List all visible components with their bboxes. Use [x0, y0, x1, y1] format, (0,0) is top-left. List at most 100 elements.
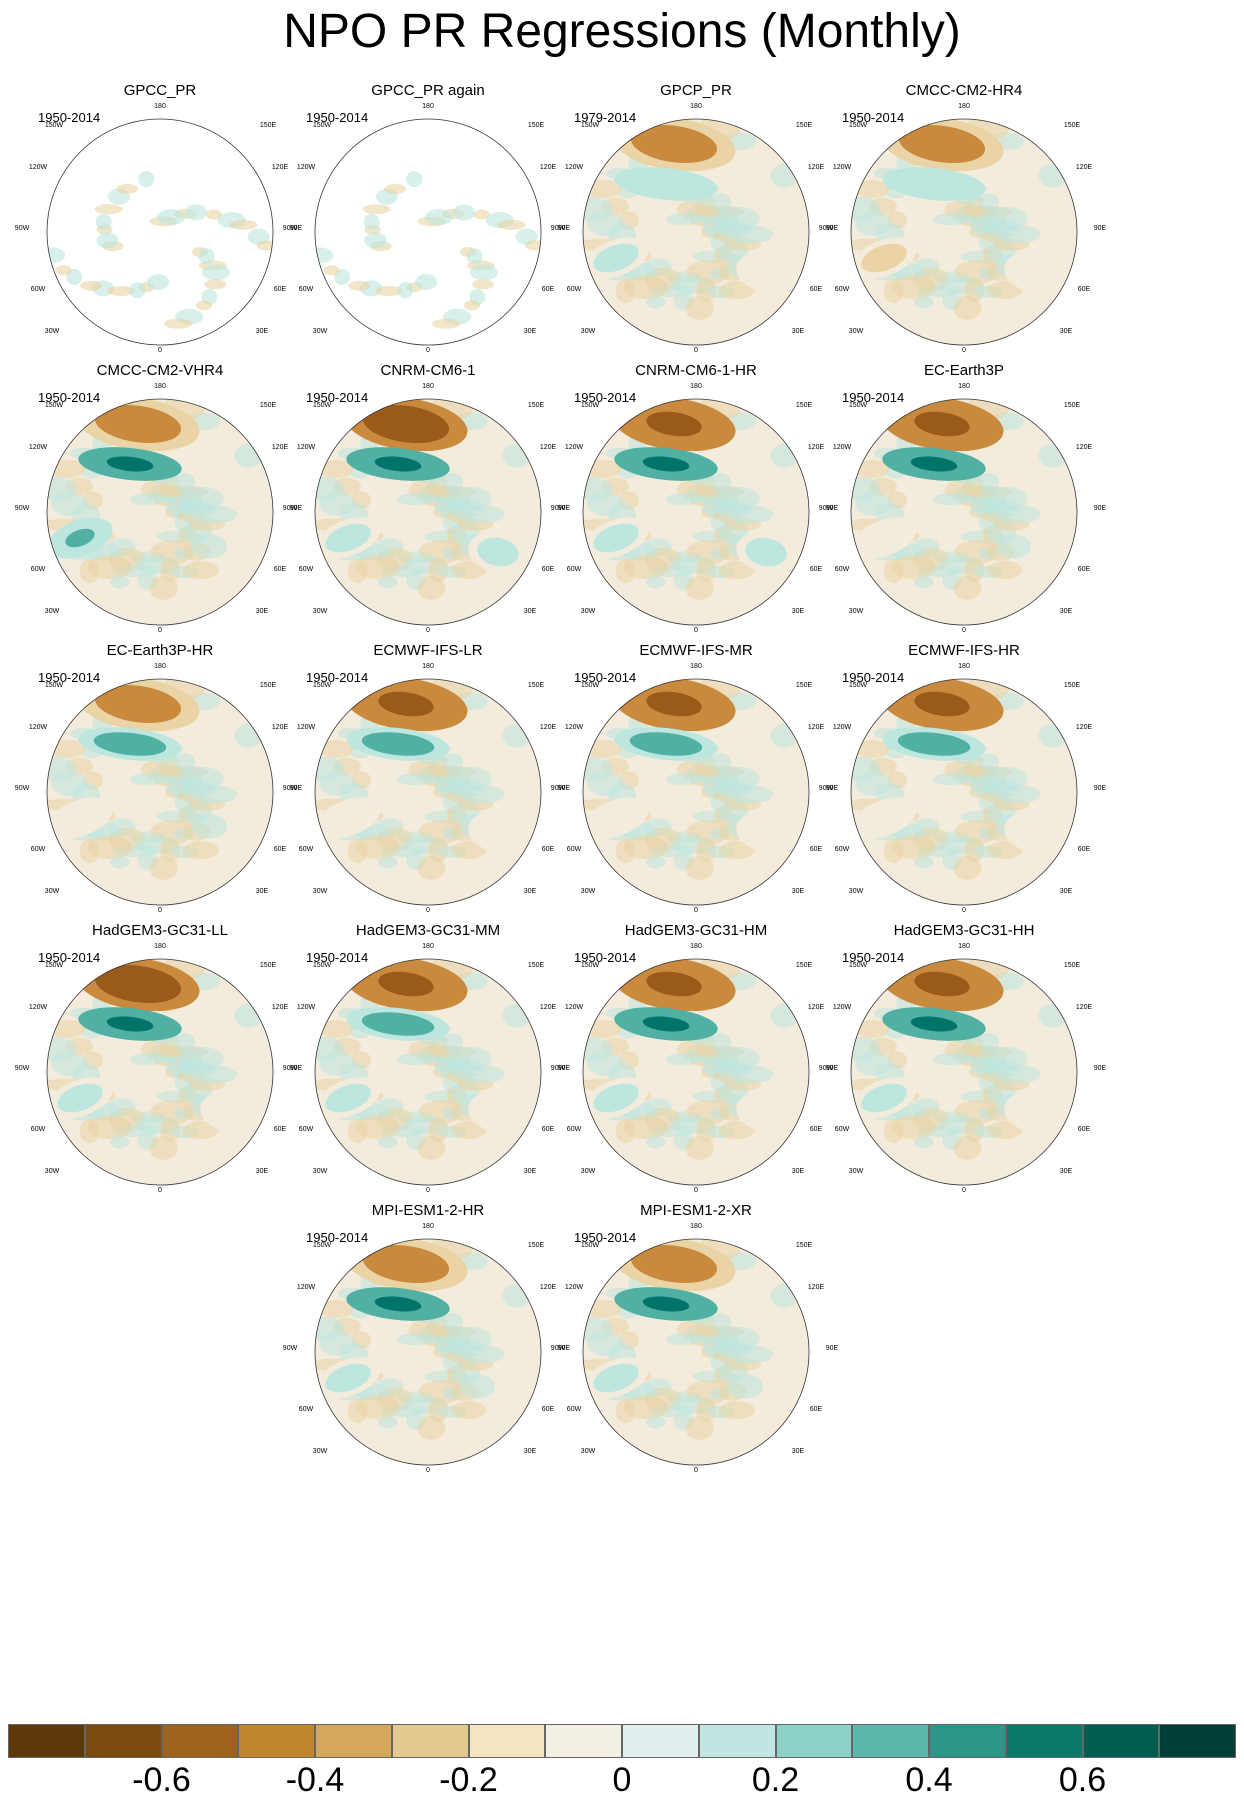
- longitude-label: 120W: [29, 444, 48, 451]
- longitude-label: 150W: [45, 122, 64, 129]
- colorbar-label: -0.6: [132, 1761, 191, 1799]
- longitude-label: 120E: [540, 444, 557, 451]
- longitude-label: 90W: [283, 1345, 298, 1352]
- longitude-label: 30W: [581, 1168, 596, 1175]
- longitude-label: 60W: [299, 566, 314, 573]
- longitude-label: 150E: [796, 122, 813, 129]
- longitude-label: 60E: [542, 566, 555, 573]
- polar-map: 180 150E 120E 90E 60E 30E 0 30W 60W 90W 120W 150W: [283, 103, 571, 354]
- panel-years: 1950-2014: [38, 110, 101, 125]
- longitude-label: 150E: [260, 682, 277, 689]
- longitude-label: 30W: [45, 328, 60, 335]
- map-panel: 180 150E 120E 90E 60E 30E 0 30W 60W 90W 120W 150W MP…: [546, 1202, 846, 1502]
- longitude-label: 180: [154, 663, 166, 670]
- longitude-label: 90W: [551, 1065, 566, 1072]
- longitude-label: 60W: [567, 286, 582, 293]
- longitude-label: 30W: [45, 608, 60, 615]
- longitude-label: 180: [422, 943, 434, 950]
- longitude-label: 30E: [792, 328, 805, 335]
- panel-title: GPCC_PR: [123, 82, 197, 99]
- longitude-label: 30E: [524, 1448, 537, 1455]
- longitude-label: 150E: [528, 1242, 545, 1249]
- polar-map: 180 150E 120E 90E 60E 30E 0 30W 60W 90W 120W 150W: [15, 943, 303, 1194]
- longitude-label: 120W: [833, 444, 852, 451]
- polar-map: 180 150E 120E 90E 60E 30E 0 30W 60W 90W 120W 150W: [551, 943, 839, 1194]
- longitude-label: 60W: [31, 846, 46, 853]
- longitude-label: 30W: [849, 888, 864, 895]
- map-panel: 180 150E 120E 90E 60E 30E 0 30W 60W 90W 120W 150W CN…: [278, 362, 578, 662]
- polar-map: 180 150E 120E 90E 60E 30E 0 30W 60W 90W 120W 150W: [15, 663, 303, 914]
- longitude-label: 0: [426, 1187, 430, 1194]
- polar-map: 180 150E 120E 90E 60E 30E 0 30W 60W 90W 120W 150W: [15, 103, 303, 354]
- longitude-label: 0: [962, 347, 966, 354]
- panel-years: 1950-2014: [574, 390, 637, 405]
- longitude-label: 120W: [29, 164, 48, 171]
- map-panel: 180 150E 120E 90E 60E 30E 0 30W 60W 90W 120W 150W EC…: [10, 642, 310, 942]
- longitude-label: 150E: [528, 962, 545, 969]
- colorbar-label: 0.6: [1058, 1761, 1107, 1799]
- longitude-label: 60W: [299, 1406, 314, 1413]
- longitude-label: 120W: [565, 1284, 584, 1291]
- longitude-label: 90W: [819, 505, 834, 512]
- longitude-label: 30W: [45, 888, 60, 895]
- longitude-label: 120E: [272, 444, 289, 451]
- longitude-label: 60E: [542, 286, 555, 293]
- longitude-label: 90W: [819, 1065, 834, 1072]
- panel-title: GPCP_PR: [660, 82, 732, 99]
- polar-map: 180 150E 120E 90E 60E 30E 0 30W 60W 90W 120W 150W: [15, 383, 303, 634]
- longitude-label: 120E: [272, 164, 289, 171]
- longitude-label: 150E: [1064, 682, 1081, 689]
- map-panel: 180 150E 120E 90E 60E 30E 0 30W 60W 90W 120W 150W GP…: [278, 82, 578, 382]
- longitude-label: 120W: [297, 1004, 316, 1011]
- longitude-label: 90E: [826, 225, 839, 232]
- colorbar-segment: [698, 1724, 776, 1758]
- longitude-label: 30W: [313, 608, 328, 615]
- longitude-label: 90E: [1094, 785, 1107, 792]
- longitude-label: 90W: [283, 785, 298, 792]
- panel-years: 1950-2014: [574, 1230, 637, 1245]
- longitude-label: 60W: [567, 566, 582, 573]
- longitude-label: 150W: [313, 1242, 332, 1249]
- panel-title: MPI-ESM1-2-HR: [371, 1202, 485, 1219]
- longitude-label: 30W: [849, 328, 864, 335]
- longitude-label: 150W: [581, 402, 600, 409]
- longitude-label: 60W: [31, 1126, 46, 1133]
- longitude-label: 180: [422, 1223, 434, 1230]
- longitude-label: 150E: [260, 962, 277, 969]
- longitude-label: 120W: [29, 1004, 48, 1011]
- colorbar-segment: [84, 1724, 162, 1758]
- longitude-label: 90E: [826, 1065, 839, 1072]
- polar-map: 180 150E 120E 90E 60E 30E 0 30W 60W 90W 120W 150W: [283, 943, 571, 1194]
- longitude-label: 60E: [810, 846, 823, 853]
- longitude-label: 30E: [792, 1448, 805, 1455]
- longitude-label: 180: [154, 103, 166, 110]
- colorbar-segment: [1082, 1724, 1160, 1758]
- longitude-label: 90W: [551, 225, 566, 232]
- panel-title: ECMWF-IFS-MR: [639, 642, 753, 659]
- longitude-label: 0: [426, 627, 430, 634]
- longitude-label: 30E: [792, 888, 805, 895]
- longitude-label: 180: [690, 383, 702, 390]
- longitude-label: 30E: [524, 1168, 537, 1175]
- longitude-label: 0: [158, 347, 162, 354]
- longitude-label: 90W: [15, 225, 30, 232]
- longitude-label: 60E: [1078, 846, 1091, 853]
- longitude-label: 90E: [290, 785, 303, 792]
- longitude-label: 180: [958, 943, 970, 950]
- map-panel: 180 150E 120E 90E 60E 30E 0 30W 60W 90W 120W 150W EC…: [546, 642, 846, 942]
- longitude-label: 90E: [558, 225, 571, 232]
- map-panel: 180 150E 120E 90E 60E 30E 0 30W 60W 90W 120W 150W Ha…: [10, 922, 310, 1222]
- figure-title: NPO PR Regressions (Monthly): [283, 5, 961, 58]
- polar-map: 180 150E 120E 90E 60E 30E 0 30W 60W 90W 120W 150W: [819, 663, 1107, 914]
- longitude-label: 150E: [260, 402, 277, 409]
- longitude-label: 120E: [808, 444, 825, 451]
- map-panel: 180 150E 120E 90E 60E 30E 0 30W 60W 90W 120W 150W CM…: [814, 82, 1114, 382]
- longitude-label: 30W: [581, 328, 596, 335]
- panel-years: 1950-2014: [306, 110, 369, 125]
- longitude-label: 180: [154, 943, 166, 950]
- polar-map: 180 150E 120E 90E 60E 30E 0 30W 60W 90W 120W 150W: [819, 943, 1107, 1194]
- polar-map: 180 150E 120E 90E 60E 30E 0 30W 60W 90W 120W 150W: [551, 103, 839, 354]
- polar-map: 180 150E 120E 90E 60E 30E 0 30W 60W 90W 120W 150W: [283, 663, 571, 914]
- map-panel: 180 150E 120E 90E 60E 30E 0 30W 60W 90W 120W 150W GP…: [10, 82, 310, 382]
- panel-years: 1950-2014: [842, 110, 905, 125]
